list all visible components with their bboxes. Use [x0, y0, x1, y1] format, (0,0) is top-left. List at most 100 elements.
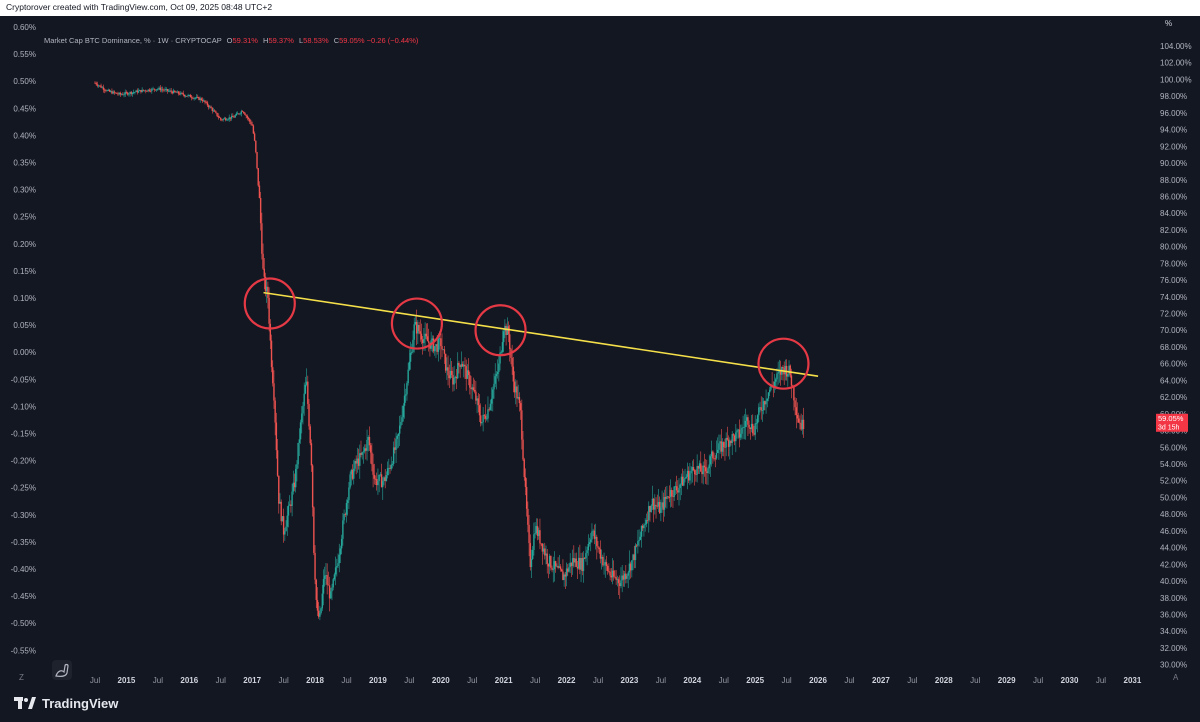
candle-body [779, 370, 782, 375]
time-axis-tick: Jul [593, 676, 603, 685]
candle-body [308, 403, 310, 427]
candle-body [629, 563, 632, 571]
highlight-circle[interactable] [757, 337, 810, 390]
candle-body [775, 379, 777, 382]
candle-body [707, 468, 709, 474]
candle-body [129, 92, 131, 94]
candle-body [625, 573, 627, 579]
chart-legend: Market Cap BTC Dominance, % · 1W · CRYPT… [44, 36, 419, 45]
candle-body [770, 384, 772, 390]
candle-body [483, 414, 486, 416]
candle-body [276, 450, 279, 476]
candle-body [471, 387, 473, 390]
scale-unit-label[interactable]: % [1165, 19, 1172, 28]
candle-body [227, 119, 229, 121]
left-axis-tick: 0.50% [13, 77, 36, 86]
candle-body [686, 470, 689, 477]
scale-corner-a[interactable]: A [1173, 673, 1179, 682]
candle-body [334, 567, 337, 575]
candle-body [302, 405, 304, 414]
candle-body [328, 585, 331, 599]
candle-body [753, 433, 755, 435]
candle-body [737, 429, 739, 431]
candle-body [673, 486, 675, 497]
candle-body [184, 95, 187, 97]
highlight-circle[interactable] [243, 277, 296, 330]
time-axis-tick: 2026 [809, 676, 827, 685]
legend-change: −0.26 (−0.44%) [366, 36, 419, 45]
candle-body [353, 468, 355, 479]
credit-bar: Cryptorover created with TradingView.com… [0, 0, 1200, 16]
candle-body [378, 474, 380, 482]
time-axis-tick: Jul [404, 676, 414, 685]
candle-body [241, 111, 244, 113]
candle-body [130, 92, 132, 94]
candle-body [801, 419, 804, 430]
candle-body [518, 397, 521, 404]
candle-body [140, 90, 142, 93]
candle-body [499, 352, 501, 364]
candle-body [512, 366, 515, 382]
candle-body [545, 553, 547, 556]
right-axis[interactable]: 104.00% 102.00% 100.00% 98.00% 96.00% 94.00% 9… [1160, 42, 1192, 670]
candle-body [696, 466, 698, 475]
candle-body [539, 530, 541, 544]
time-axis[interactable]: Jul 2015 Jul 2016 Jul 2017 Jul 2018 Jul 2019 Jul 20… [90, 676, 1142, 685]
candle-body [154, 89, 157, 91]
chart-panel[interactable]: Market Cap BTC Dominance, % · 1W · CRYPT… [0, 16, 1200, 688]
candle-body [298, 439, 301, 443]
candle-body [567, 568, 569, 572]
scale-corner-z[interactable]: Z [19, 673, 24, 682]
left-axis-tick: -0.45% [11, 592, 36, 601]
candle-body [351, 469, 354, 479]
candle-body [764, 401, 766, 405]
candle-body [747, 417, 749, 425]
candle-body [756, 415, 759, 424]
candle-body [350, 469, 353, 475]
candle-body [348, 487, 350, 501]
candle-body [766, 398, 768, 401]
right-axis-tick: 62.00% [1160, 393, 1187, 402]
candle-body [760, 407, 762, 411]
candle-body [712, 451, 714, 459]
resistance-trendline[interactable] [263, 291, 819, 378]
highlight-circle[interactable] [390, 297, 444, 350]
candle-body [256, 152, 258, 169]
candle-body [172, 90, 175, 94]
candle-body [295, 469, 297, 488]
candle-body [626, 575, 628, 579]
time-axis-tick: Jul [467, 676, 477, 685]
dino-icon[interactable] [52, 660, 72, 680]
candle-body [716, 449, 719, 454]
price-tag: 59.05%3d 15h [1156, 413, 1188, 432]
candle-body [470, 387, 472, 390]
candle-body [119, 92, 122, 95]
candle-body [556, 565, 558, 567]
candle-body [525, 486, 528, 509]
chart-svg[interactable]: 0.60% 0.55% 0.50% 0.45% 0.40% 0.35% 0.30% 0.25%… [0, 16, 1200, 688]
candle-body [333, 574, 336, 580]
candle-body [189, 94, 192, 98]
candle-body [395, 438, 397, 450]
candle-body [667, 496, 669, 498]
candle-body [452, 374, 454, 385]
right-axis-tick: 72.00% [1160, 310, 1187, 319]
candle-body [268, 297, 270, 324]
candle-body [315, 579, 317, 600]
candle-body [622, 575, 625, 580]
candle-body [796, 415, 799, 419]
time-axis-tick: 2020 [432, 676, 450, 685]
candle-body [339, 548, 342, 555]
candle-body [577, 557, 580, 569]
candle-body [576, 566, 579, 569]
candle-body [723, 442, 725, 447]
candle-body [320, 608, 322, 613]
candle-body [267, 286, 269, 298]
candle-body [767, 392, 770, 399]
candle-body [221, 119, 223, 121]
highlight-circle[interactable] [474, 304, 527, 357]
candle-body [406, 383, 408, 395]
candle-body [135, 90, 137, 92]
legend-close-label: C [333, 36, 340, 45]
candle-body [282, 516, 285, 535]
